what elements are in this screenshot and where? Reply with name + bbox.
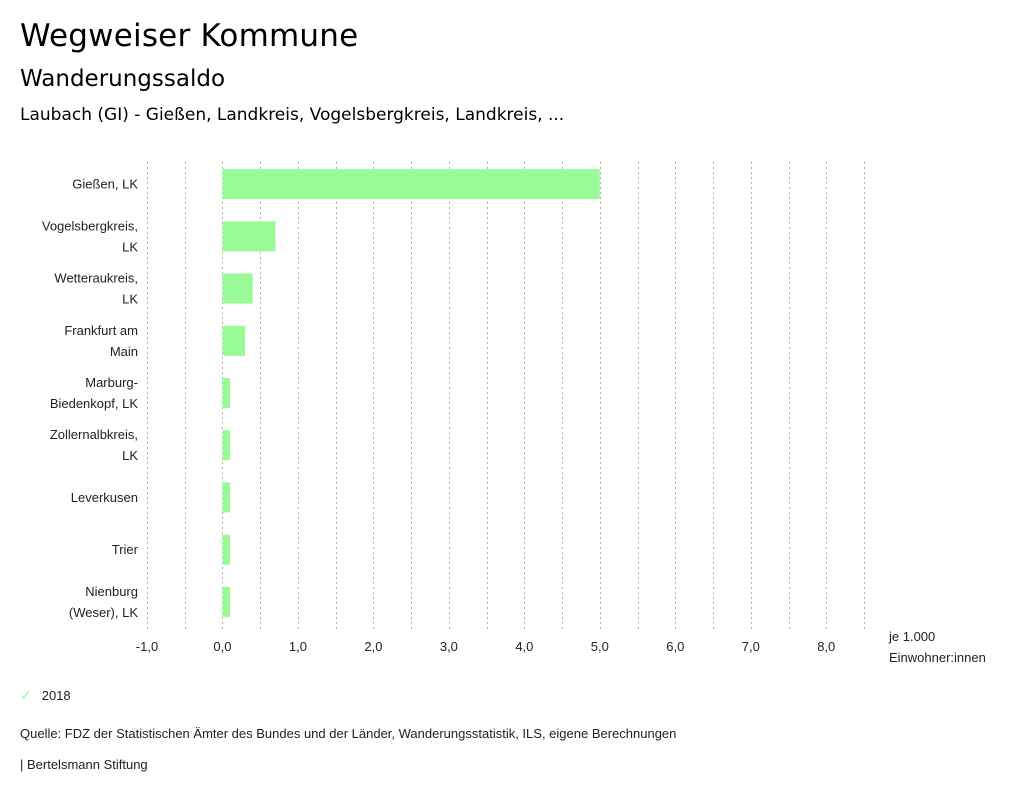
category-label: (Weser), LK	[69, 605, 138, 620]
category-label: Wetteraukreis,	[54, 271, 138, 286]
category-label: Marburg-	[85, 375, 138, 390]
x-axis-label: Einwohner:innen	[889, 650, 986, 665]
legend[interactable]: ✓ 2018	[20, 687, 71, 704]
bar[interactable]	[222, 482, 231, 513]
legend-label: 2018	[41, 688, 71, 703]
category-label: LK	[122, 239, 138, 254]
region-label: Laubach (GI) - Gießen, Landkreis, Vogels…	[20, 105, 565, 125]
bar[interactable]	[222, 534, 231, 565]
category-label: Main	[110, 344, 138, 359]
category-label: LK	[122, 292, 138, 307]
category-label: Trier	[112, 542, 139, 557]
x-tick-label: 3,0	[440, 639, 458, 654]
bar[interactable]	[222, 325, 246, 356]
bar[interactable]	[222, 273, 253, 304]
category-label: Zollernalbkreis,	[50, 427, 138, 442]
x-axis-label: je 1.000	[888, 629, 935, 644]
x-tick-label: -1,0	[136, 639, 158, 654]
chart-subtitle: Wanderungssaldo	[20, 66, 226, 92]
bar[interactable]	[222, 169, 600, 200]
x-axis-unit-label: je 1.000 Einwohner:innen	[888, 629, 986, 665]
category-labels: Gießen, LK Vogelsbergkreis, LK Wetteraukrei…	[42, 177, 139, 620]
bar-chart: Gießen, LK Vogelsbergkreis, LK Wetteraukrei…	[42, 162, 986, 665]
category-label: Gießen, LK	[72, 177, 138, 192]
x-tick-label: 7,0	[742, 639, 760, 654]
category-label: LK	[122, 448, 138, 463]
x-tick-label: 0,0	[213, 639, 231, 654]
check-icon: ✓	[20, 687, 32, 703]
x-tick-label: 2,0	[364, 639, 382, 654]
x-tick-label: 8,0	[817, 639, 835, 654]
bars	[222, 169, 600, 617]
category-label: Leverkusen	[71, 490, 138, 505]
category-label: Vogelsbergkreis,	[42, 218, 138, 233]
category-label: Nienburg	[85, 584, 138, 599]
x-tick-labels: -1,0 0,0 1,0 2,0 3,0 4,0 5,0 6,0 7,0 8,0	[136, 639, 836, 654]
bar[interactable]	[222, 430, 231, 461]
page-title: Wegweiser Kommune	[20, 18, 359, 54]
bar[interactable]	[222, 378, 231, 408]
source-note: Quelle: FDZ der Statistischen Ämter des …	[20, 726, 677, 741]
category-label: Biedenkopf, LK	[50, 396, 139, 411]
credit-note: | Bertelsmann Stiftung	[20, 757, 148, 772]
x-tick-label: 5,0	[591, 639, 609, 654]
bar[interactable]	[222, 586, 231, 617]
x-tick-label: 1,0	[289, 639, 307, 654]
bar[interactable]	[222, 221, 276, 252]
x-tick-label: 4,0	[515, 639, 533, 654]
x-tick-label: 6,0	[666, 639, 684, 654]
grid-lines	[147, 162, 865, 632]
category-label: Frankfurt am	[64, 323, 138, 338]
